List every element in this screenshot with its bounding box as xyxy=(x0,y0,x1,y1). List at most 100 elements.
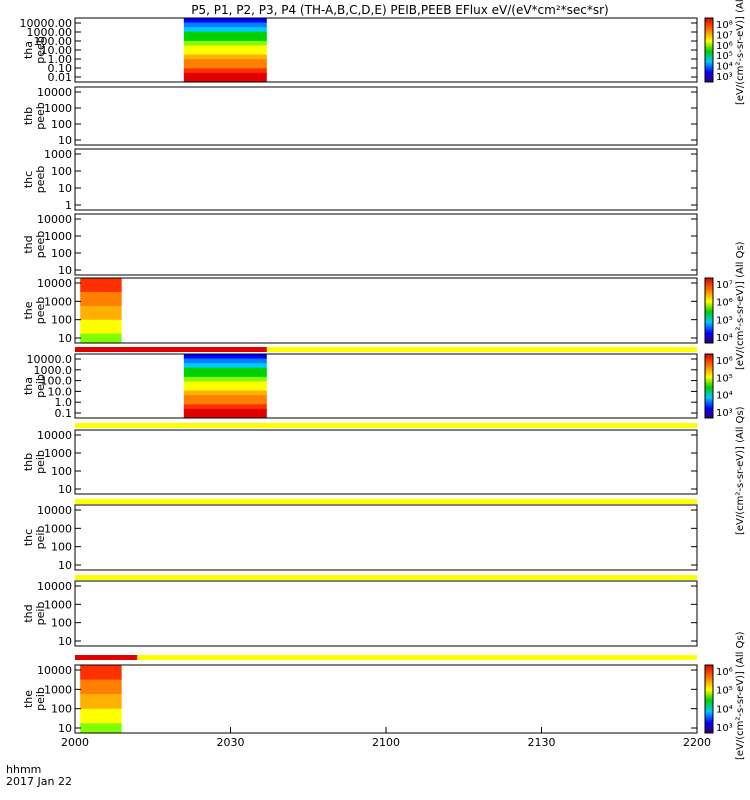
panel-label: peib xyxy=(34,687,47,711)
y-tick-label: 1000 xyxy=(44,230,72,243)
x-axis-label: hhmm xyxy=(6,763,41,776)
y-tick-label: 100.0 xyxy=(41,375,73,388)
colorbar-tick-label: 10⁵ xyxy=(716,373,733,384)
y-tick-label: 1000 xyxy=(44,102,72,115)
colorbar-tick-label: 10⁶ xyxy=(716,356,733,367)
colorbar-tick-label: 10⁶ xyxy=(716,298,733,309)
colorbar-tick-label: 10⁶ xyxy=(716,41,733,52)
colorbar xyxy=(704,353,714,419)
colorbar xyxy=(704,664,714,734)
spectrogram-cell xyxy=(80,694,122,700)
y-tick-label: 100 xyxy=(51,118,72,131)
spectrogram-cell xyxy=(183,408,267,414)
date-label: 2017 Jan 22 xyxy=(6,775,72,788)
y-tick-label: 10 xyxy=(58,483,72,496)
colorbar-tick-label: 10⁴ xyxy=(716,704,733,715)
panel-label: the xyxy=(22,690,35,708)
colorbar-tick-label: 10³ xyxy=(716,72,733,83)
spectrogram-cell xyxy=(183,22,267,28)
spectrogram-cell xyxy=(80,324,122,330)
mode-bar-yellow xyxy=(75,499,697,504)
spectrogram-cell xyxy=(183,367,267,373)
panel-label: tha xyxy=(22,377,35,395)
x-tick-label: 2030 xyxy=(217,736,245,749)
spectrogram-cell xyxy=(80,282,122,288)
panel-label: thb xyxy=(22,107,35,125)
panel-label: the xyxy=(22,301,35,319)
panel-thd_peeb: 10000 1000 100 10 thd peeb xyxy=(22,213,698,277)
y-tick-label: 10000 xyxy=(37,664,72,677)
panel-label: thd xyxy=(22,235,35,253)
spectrogram-cell xyxy=(80,329,122,335)
y-tick-label: 1000 xyxy=(44,598,72,611)
y-tick-label: 0.01 xyxy=(48,71,73,84)
panel-label: peib xyxy=(34,374,47,398)
y-tick-label: 100 xyxy=(51,541,72,554)
spectrogram-cell xyxy=(80,278,122,284)
spectrogram-cell xyxy=(80,723,122,729)
y-tick-label: 10 xyxy=(58,182,72,195)
y-tick-label: 10000 xyxy=(37,213,72,226)
panel-thc_peib: 10000 1000 100 10 thc peib xyxy=(22,504,698,572)
spectrogram-cell xyxy=(80,310,122,316)
colorbar xyxy=(704,17,714,83)
x-tick-label: 2000 xyxy=(61,736,89,749)
mode-bar-red xyxy=(75,347,267,352)
spectrogram-cell xyxy=(80,708,122,715)
panel-label: thc xyxy=(22,529,35,546)
panel-thc_peeb: 1000 100 10 1 thc peeb xyxy=(22,148,698,212)
spectrogram-cell xyxy=(80,679,122,685)
y-tick-label: 1000.0 xyxy=(34,364,73,377)
spectrogram-cell xyxy=(80,315,122,321)
spectrogram-cell xyxy=(183,386,267,392)
panel-frame xyxy=(74,429,698,495)
colorbar-tick-label: 10⁷ xyxy=(716,280,733,291)
panel-label: tha xyxy=(22,41,35,59)
y-tick-label: 0.10 xyxy=(48,62,73,75)
colorbar-tick-label: 10⁴ xyxy=(716,333,733,344)
mode-bar-yellow xyxy=(75,575,697,580)
spectrogram-cell xyxy=(183,404,267,410)
colorbar-tick-label: 10⁶ xyxy=(716,667,733,678)
spectrogram-cell xyxy=(80,305,122,311)
spectrogram-cell xyxy=(183,27,267,33)
panel-frame xyxy=(74,580,698,647)
y-tick-label: 10.0 xyxy=(48,385,73,398)
y-tick-label: 10 xyxy=(58,559,72,572)
x-tick-label: 2130 xyxy=(528,736,556,749)
spectrogram-cell xyxy=(183,399,267,405)
y-tick-label: 1.0 xyxy=(55,396,73,409)
y-tick-label: 10 xyxy=(58,134,72,147)
spectrogram-cell xyxy=(80,296,122,302)
spectrogram-cell xyxy=(80,669,122,676)
y-tick-label: 10000.0 xyxy=(27,353,73,366)
colorbar-tick-label: 10⁷ xyxy=(716,30,733,41)
spectrogram-cell xyxy=(183,413,267,419)
panel-label: peeb xyxy=(34,297,47,325)
spectrogram-cell xyxy=(183,77,267,83)
y-tick-label: 10000 xyxy=(37,580,72,593)
y-tick-label: 10 xyxy=(58,722,72,735)
panel-label: thd xyxy=(22,604,35,622)
spectrogram-cell xyxy=(183,36,267,42)
spectrogram-cell xyxy=(80,684,122,690)
y-tick-label: 100 xyxy=(51,165,72,178)
colorbar-label-top: [eV/(cm²-s-sr-eV)] (All Qs) xyxy=(735,0,746,105)
panel-thb_peeb: 10000 1000 100 10 thb peeb xyxy=(22,86,698,147)
mode-bar-yellow xyxy=(266,347,697,352)
spectrogram-cell xyxy=(80,333,122,339)
spectrogram-cell xyxy=(183,68,267,74)
panel-frame xyxy=(74,277,698,344)
y-tick-label: 1 xyxy=(65,199,72,212)
y-tick-label: 1000 xyxy=(44,295,72,308)
y-tick-label: 1.00 xyxy=(48,53,73,66)
x-tick-label: 2200 xyxy=(683,736,711,749)
spectrogram-cell xyxy=(183,50,267,56)
y-tick-label: 100 xyxy=(51,314,72,327)
spectrogram-cell xyxy=(183,18,267,24)
panel-frame xyxy=(74,86,698,146)
y-tick-label: 100.00 xyxy=(34,35,73,48)
y-tick-label: 10000 xyxy=(37,504,72,517)
